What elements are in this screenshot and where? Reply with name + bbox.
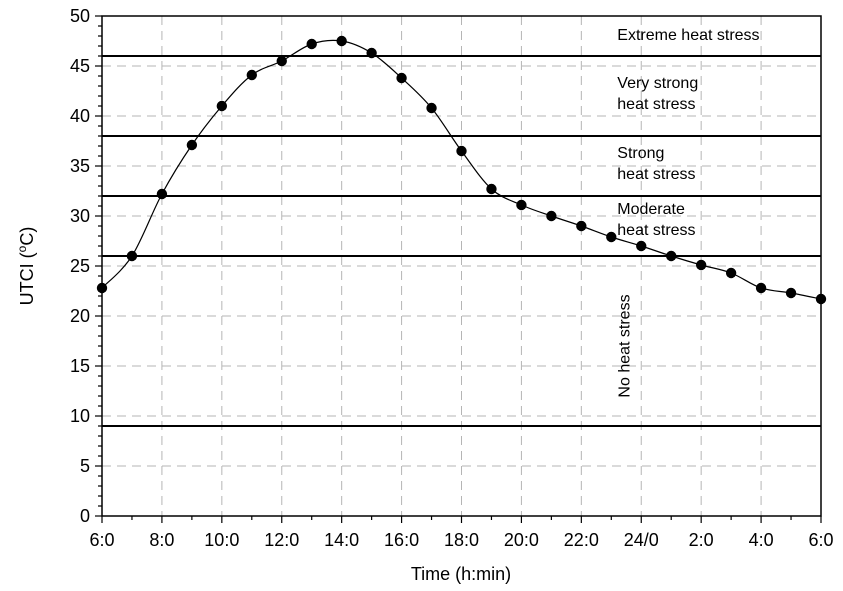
zone-label-2: Strong heat stress (617, 145, 695, 183)
data-point-15 (546, 210, 557, 222)
zone-label-2-line-1: heat stress (617, 166, 695, 183)
data-point-18 (636, 240, 647, 252)
data-point-0 (96, 282, 108, 294)
zone-label-1-line-0: Very strong (617, 75, 698, 92)
data-point-3 (186, 139, 198, 151)
x-tick-label-8: 22:0 (564, 530, 599, 550)
data-point-5 (246, 69, 257, 81)
data-point-14 (516, 199, 527, 211)
y-tick-label-2: 10 (70, 406, 90, 426)
zone-label-2-line-0: Strong (617, 145, 664, 162)
y-tick-label-1: 5 (80, 456, 90, 476)
data-point-19 (666, 250, 677, 262)
data-point-4 (216, 100, 228, 112)
data-point-16 (576, 220, 587, 232)
axis-ticks (95, 15, 822, 523)
data-point-2 (156, 188, 168, 200)
data-point-6 (276, 55, 287, 67)
x-tick-label-2: 10:0 (204, 530, 239, 550)
x-tick-label-9: 24/0 (624, 530, 659, 550)
plot-frame (101, 15, 822, 517)
zone-label-0: Extreme heat stress (617, 27, 759, 44)
zone-label-3-line-1: heat stress (617, 222, 695, 239)
y-axis-title-main: UTCI ( (17, 252, 37, 305)
x-tick-label-5: 16:0 (384, 530, 419, 550)
x-tick-label-3: 12:0 (264, 530, 299, 550)
x-tick-label-12: 6:0 (808, 530, 833, 550)
y-tick-label-7: 35 (70, 156, 90, 176)
y-tick-label-8: 40 (70, 106, 90, 126)
x-axis-title: Time (h:min) (411, 564, 511, 584)
data-point-17 (606, 231, 617, 243)
data-point-20 (695, 259, 707, 271)
y-tick-label-5: 25 (70, 256, 90, 276)
y-axis-title-tail: C) (17, 227, 37, 246)
zone-label-1-line-1: heat stress (617, 96, 695, 113)
zone-label-3-line-0: Moderate (617, 201, 685, 218)
y-axis-title: UTCI (oC) (15, 227, 37, 306)
zone-label-4: No heat stress (616, 294, 633, 397)
data-point-23 (785, 287, 797, 299)
y-tick-labels: 0 5 10 15 20 25 30 35 40 45 50 (70, 6, 90, 526)
data-point-1 (126, 250, 138, 262)
x-tick-labels: 6:0 8:0 10:0 12:0 14:0 16:0 18:0 20:0 22:0 24/0 2:… (89, 530, 833, 550)
x-tick-label-11: 4:0 (749, 530, 774, 550)
zone-labels: Extreme heat stress Very strong heat stres… (616, 27, 759, 398)
data-point-11 (426, 102, 437, 114)
y-tick-label-4: 20 (70, 306, 90, 326)
threshold-lines (102, 55, 821, 427)
data-point-10 (396, 72, 407, 84)
zone-label-3: Moderate heat stress (617, 201, 695, 239)
data-point-8 (336, 35, 347, 47)
y-axis-title-sup: o (15, 245, 29, 252)
y-tick-label-6: 30 (70, 206, 90, 226)
data-point-7 (306, 38, 317, 50)
x-tick-label-10: 2:0 (689, 530, 714, 550)
x-tick-label-1: 8:0 (149, 530, 174, 550)
zone-label-1: Very strong heat stress (617, 75, 698, 113)
data-point-22 (755, 282, 767, 294)
series-points (96, 35, 827, 305)
x-tick-label-0: 6:0 (89, 530, 114, 550)
data-point-12 (456, 145, 467, 157)
y-tick-label-0: 0 (80, 506, 90, 526)
y-tick-label-10: 50 (70, 6, 90, 26)
data-point-9 (366, 47, 377, 59)
zone-label-0-line-0: Extreme heat stress (617, 27, 759, 44)
y-tick-label-3: 15 (70, 356, 90, 376)
grid-layer (102, 16, 821, 516)
data-point-24 (815, 293, 827, 305)
x-tick-label-7: 20:0 (504, 530, 539, 550)
x-tick-label-4: 14:0 (324, 530, 359, 550)
data-point-21 (725, 267, 737, 279)
x-tick-label-6: 18:0 (444, 530, 479, 550)
y-tick-label-9: 45 (70, 56, 90, 76)
data-point-13 (486, 183, 497, 195)
